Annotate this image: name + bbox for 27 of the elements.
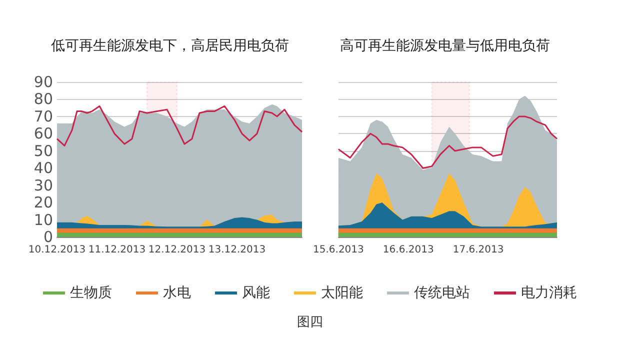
- y-tick-label: 60: [34, 124, 53, 143]
- x-tick-label: 10.12.2013: [28, 244, 86, 256]
- y-tick-label: 70: [34, 107, 53, 126]
- chart-title: 高可再生能源发电量与低用电负荷: [340, 38, 550, 54]
- y-tick-label: 20: [34, 194, 53, 212]
- y-tick-label: 40: [34, 159, 53, 178]
- chart-title: 低可再生能源发电下，高居民用电负荷: [51, 38, 289, 54]
- y-tick-label: 0: [43, 228, 53, 246]
- y-tick-label: 10: [34, 210, 53, 229]
- y-tick-label: 80: [34, 90, 53, 108]
- y-tick-label: 50: [34, 142, 53, 160]
- x-tick-label: 16.6.2013: [382, 244, 434, 256]
- legend-label: 电力消耗: [521, 285, 577, 301]
- x-tick-label: 17.6.2013: [452, 244, 504, 256]
- y-tick-label: 30: [34, 176, 53, 194]
- legend-label: 生物质: [70, 285, 112, 301]
- text: 图四: [297, 315, 323, 330]
- line-series: [56, 105, 303, 146]
- legend-label: 传统电站: [414, 285, 470, 301]
- legend-label: 太阳能: [321, 285, 363, 301]
- x-tick-label: 13.12.2013: [208, 244, 266, 256]
- x-tick-label: 15.6.2013: [312, 244, 364, 256]
- legend-label: 水电: [163, 285, 191, 301]
- legend-label: 风能: [242, 285, 270, 301]
- x-tick-label: 11.12.2013: [88, 244, 146, 256]
- x-tick-label: 12.12.2013: [148, 244, 206, 256]
- y-tick-label: 90: [34, 73, 53, 91]
